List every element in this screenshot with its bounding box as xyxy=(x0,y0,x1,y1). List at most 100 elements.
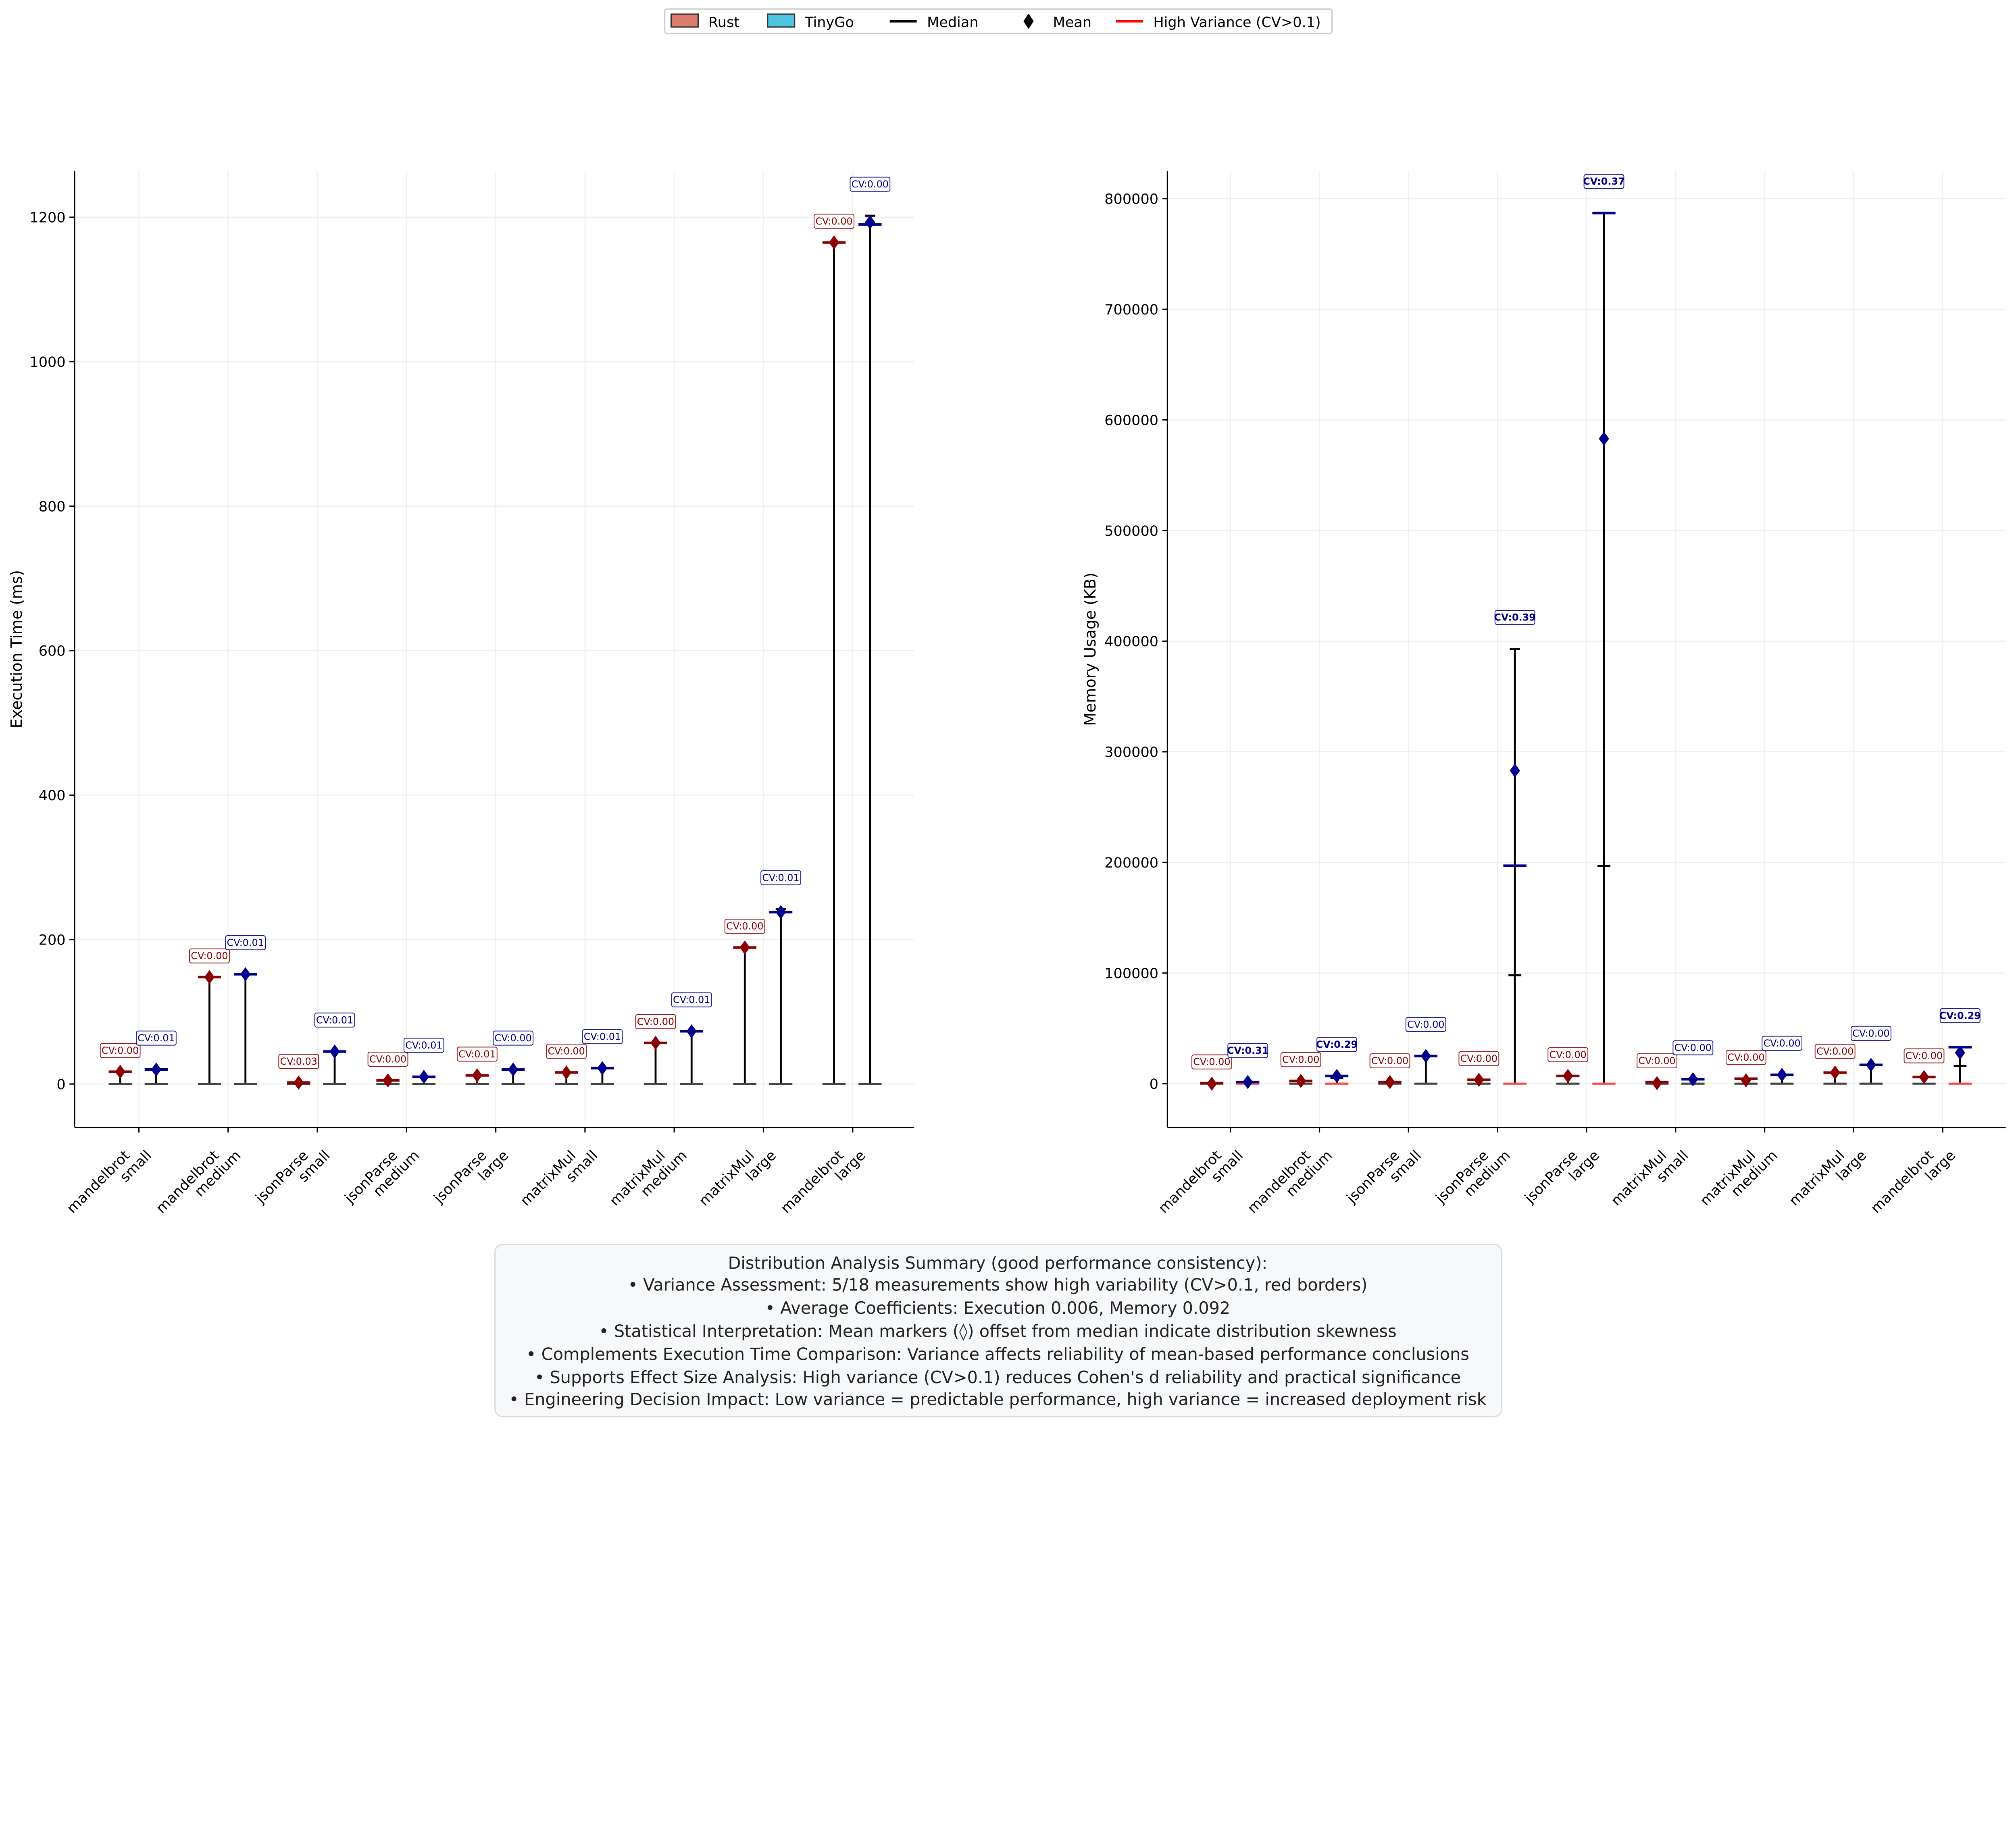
tinygo-box: CV:0.39 xyxy=(1494,610,1536,1085)
y-axis-label: Memory Usage (KB) xyxy=(1081,572,1100,726)
x-tick-label: mandelbrotsmall xyxy=(1155,1136,1246,1228)
tinygo-box: CV:0.00 xyxy=(493,1030,534,1085)
execution-time-chart: 0 200 400 600 800 1000 1200 Execution Time (ms)… xyxy=(8,171,914,1228)
cv-badge xyxy=(100,1043,141,1058)
tinygo-box: CV:0.00 xyxy=(1405,1017,1446,1085)
tinygo-box: CV:0.00 xyxy=(1762,1036,1803,1085)
cv-label: CV:0.00 xyxy=(1460,1053,1497,1064)
mean-diamond xyxy=(1955,1045,1966,1060)
rust-box: CV:0.00 xyxy=(1547,1047,1589,1085)
legend-swatch xyxy=(670,13,699,28)
tinygo-box: CV:0.29 xyxy=(1316,1037,1358,1085)
y-tick-label: 0 xyxy=(56,1076,65,1093)
cv-label: CV:0.00 xyxy=(369,1053,406,1065)
cv-badge xyxy=(671,992,712,1007)
cv-label: CV:0.31 xyxy=(1227,1045,1269,1056)
cv-label: CV:0.01 xyxy=(584,1031,621,1042)
legend-label: High Variance (CV>0.1) xyxy=(1153,14,1320,31)
mean-diamond xyxy=(329,1044,340,1059)
rust-box: CV:0.00 xyxy=(1637,1053,1677,1090)
tinygo-box: CV:0.37 xyxy=(1583,174,1625,1085)
x-tick-label-line: mandelbrot xyxy=(777,1147,847,1217)
cv-label: CV:0.01 xyxy=(316,1014,353,1026)
cv-badge xyxy=(314,1012,355,1028)
mean-diamond xyxy=(686,1024,697,1038)
x-tick-label: mandelbrotlarge xyxy=(777,1136,868,1228)
legend-swatch xyxy=(767,13,796,28)
cv-badge xyxy=(136,1030,177,1046)
cv-label: CV:0.01 xyxy=(405,1040,442,1051)
rust-box: CV:0.00 xyxy=(546,1044,587,1085)
mean-diamond xyxy=(650,1036,661,1050)
rust-box: CV:0.00 xyxy=(367,1051,408,1088)
mean-diamond xyxy=(1295,1074,1306,1088)
rust-box: CV:0.00 xyxy=(1814,1044,1856,1085)
tinygo-box: CV:0.29 xyxy=(1939,1008,1981,1085)
rust-box: CV:0.01 xyxy=(456,1047,498,1085)
cv-label: CV:0.00 xyxy=(548,1046,585,1057)
y-axis-label: Execution Time (ms) xyxy=(8,570,26,728)
cv-badge xyxy=(1405,1017,1446,1032)
x-tick-label: mandelbrotsmall xyxy=(64,1136,155,1228)
tinygo-box: CV:0.01 xyxy=(582,1029,623,1085)
x-tick-label: jsonParsemedium xyxy=(341,1136,423,1218)
cv-label: CV:0.00 xyxy=(102,1045,139,1056)
cv-badge xyxy=(850,177,891,192)
cv-badge xyxy=(1280,1052,1321,1067)
x-tick-label: jsonParsemedium xyxy=(1432,1136,1514,1218)
cv-badge xyxy=(1191,1054,1232,1070)
cv-label: CV:0.00 xyxy=(1906,1050,1943,1061)
cv-badge xyxy=(1904,1048,1945,1063)
summary-line: • Engineering Decision Impact: Low varia… xyxy=(509,1390,1486,1409)
mean-diamond xyxy=(1919,1070,1929,1084)
legend-label: TinyGo xyxy=(804,14,854,31)
cv-label: CV:0.00 xyxy=(726,921,763,932)
rust-box: CV:0.00 xyxy=(1904,1048,1945,1085)
cv-label: CV:0.01 xyxy=(673,994,710,1005)
mean-diamond xyxy=(829,235,839,250)
x-tick-label: matrixMulmedium xyxy=(1697,1136,1781,1220)
cv-badge xyxy=(189,948,230,963)
rust-box: CV:0.03 xyxy=(278,1054,319,1090)
mean-diamond xyxy=(383,1073,393,1088)
legend: Rust TinyGo Median Mean High Variance (CV>0.… xyxy=(664,8,1333,34)
mean-diamond xyxy=(1474,1073,1484,1087)
cv-badge xyxy=(1851,1026,1891,1041)
summary-background xyxy=(494,1244,1503,1417)
y-tick-label: 600 xyxy=(39,643,66,660)
mean-diamond xyxy=(1331,1069,1342,1083)
cv-badge xyxy=(1814,1044,1856,1059)
cv-label: CV:0.00 xyxy=(1371,1055,1408,1066)
mean-diamond xyxy=(1385,1075,1395,1089)
figure: Rust TinyGo Median Mean High Variance (CV>0.… xyxy=(8,8,2006,1417)
summary-line: • Variance Assessment: 5/18 measurements… xyxy=(628,1276,1367,1295)
x-tick-label: matrixMulsmall xyxy=(1608,1136,1692,1220)
cv-badge xyxy=(1637,1053,1677,1068)
cv-label: CV:0.01 xyxy=(458,1049,496,1060)
x-tick-label-line: mandelbrot xyxy=(1868,1147,1937,1217)
mean-diamond xyxy=(1562,1069,1573,1083)
y-tick-label: 600000 xyxy=(1104,412,1158,429)
rust-box: CV:0.00 xyxy=(1725,1050,1766,1088)
cv-label: CV:0.00 xyxy=(1674,1042,1712,1053)
mean-diamond xyxy=(1599,431,1609,446)
cv-badge xyxy=(814,214,854,229)
y-tick-label: 1200 xyxy=(29,210,65,226)
cv-badge xyxy=(582,1029,623,1044)
cv-label: CV:0.00 xyxy=(191,950,228,961)
mean-diamond xyxy=(561,1065,572,1080)
tinygo-box: CV:0.01 xyxy=(403,1038,444,1085)
cv-badge xyxy=(760,870,801,885)
tinygo-box: CV:0.01 xyxy=(314,1012,355,1085)
y-tick-label: 500000 xyxy=(1104,523,1158,539)
cv-label: CV:0.00 xyxy=(494,1032,531,1044)
cv-badge xyxy=(1725,1050,1766,1065)
x-tick-label: mandelbrotmedium xyxy=(153,1136,244,1228)
mean-diamond xyxy=(1776,1067,1787,1082)
mean-diamond xyxy=(240,967,251,982)
cv-label: CV:0.01 xyxy=(762,872,799,883)
mean-diamond xyxy=(1830,1065,1840,1080)
cv-label: CV:0.01 xyxy=(137,1032,175,1044)
tinygo-box: CV:0.31 xyxy=(1227,1043,1269,1089)
y-tick-label: 700000 xyxy=(1104,302,1158,318)
